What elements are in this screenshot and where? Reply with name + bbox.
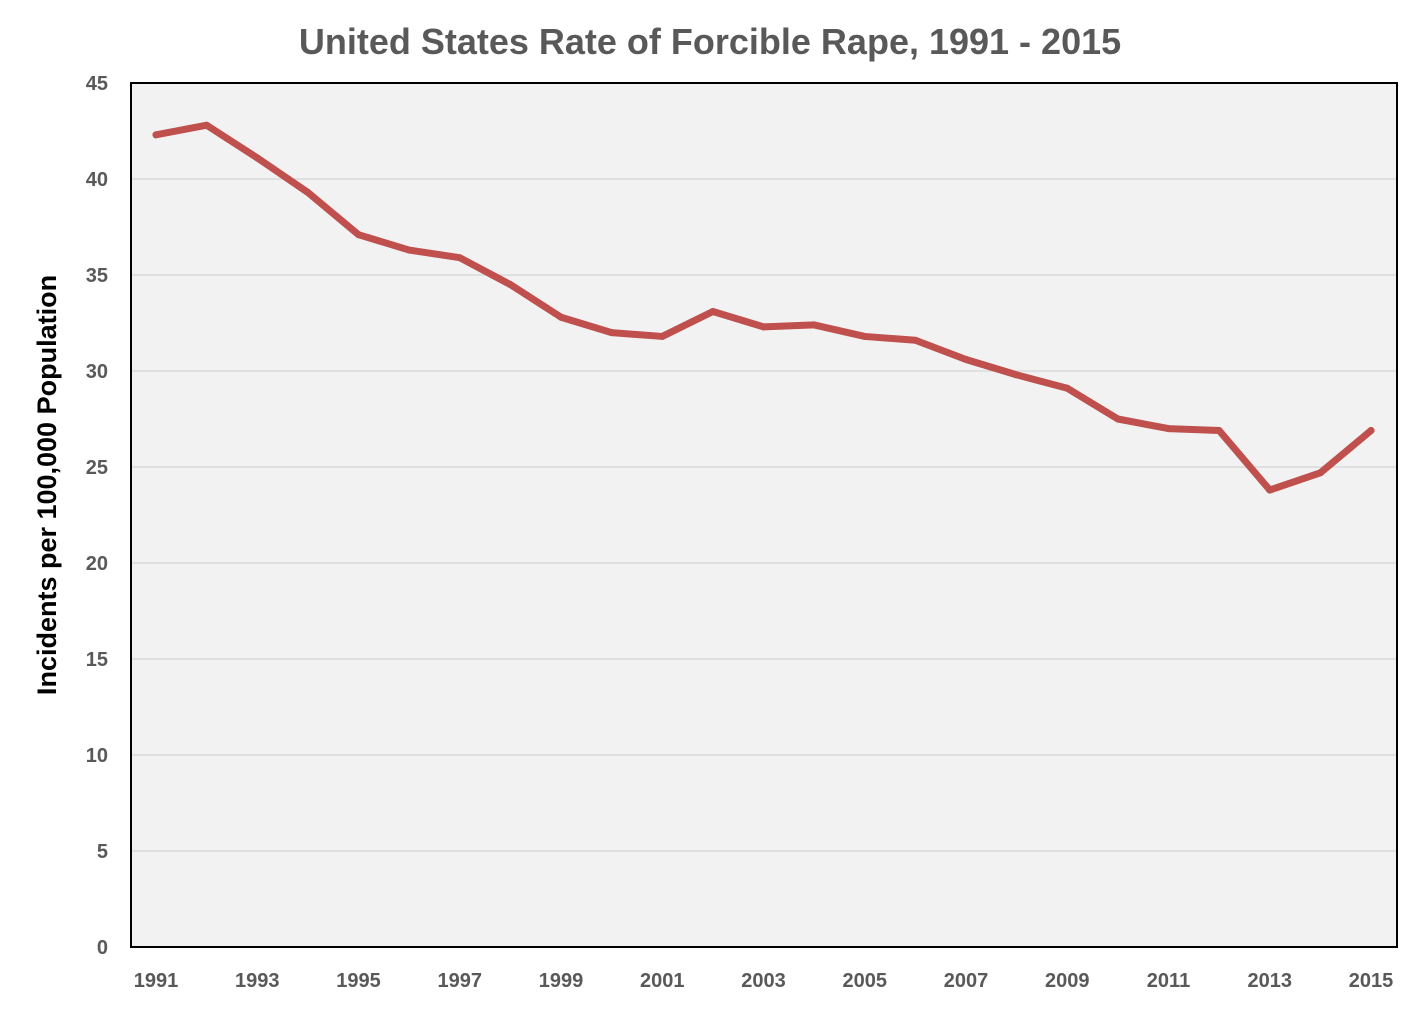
data-point bbox=[1114, 415, 1122, 423]
x-tick-label: 1997 bbox=[438, 970, 483, 992]
data-point bbox=[911, 336, 919, 344]
data-point bbox=[405, 246, 413, 254]
data-point bbox=[608, 329, 616, 337]
y-tick-label: 10 bbox=[86, 745, 108, 767]
data-point bbox=[506, 281, 514, 289]
x-tick-label: 2013 bbox=[1248, 970, 1293, 992]
data-point bbox=[355, 231, 362, 239]
data-point bbox=[557, 313, 565, 321]
data-point bbox=[1266, 486, 1274, 494]
data-point bbox=[760, 323, 767, 331]
data-point bbox=[456, 254, 464, 262]
data-point bbox=[1063, 384, 1071, 392]
y-tick-label: 35 bbox=[86, 265, 108, 287]
x-tick-label: 2015 bbox=[1349, 970, 1394, 992]
x-tick-label: 2003 bbox=[741, 970, 786, 992]
data-point bbox=[1013, 371, 1021, 379]
data-point bbox=[658, 332, 666, 340]
data-point bbox=[709, 307, 717, 315]
data-point bbox=[1367, 427, 1375, 435]
data-point bbox=[203, 121, 211, 129]
plot-area bbox=[131, 83, 1397, 947]
y-tick-label: 0 bbox=[97, 937, 108, 959]
plot-border bbox=[130, 82, 1398, 948]
data-point bbox=[962, 355, 970, 363]
data-point bbox=[1316, 469, 1324, 477]
x-tick-label: 2007 bbox=[944, 970, 989, 992]
y-tick-label: 20 bbox=[86, 553, 108, 575]
y-tick-label: 5 bbox=[97, 841, 108, 863]
y-tick-label: 40 bbox=[86, 169, 108, 191]
y-axis-label: Incidents per 100,000 Population bbox=[32, 275, 62, 695]
x-tick-label: 1995 bbox=[336, 970, 381, 992]
chart-title: United States Rate of Forcible Rape, 199… bbox=[299, 21, 1121, 62]
x-tick-label: 1993 bbox=[235, 970, 280, 992]
x-tick-label: 2009 bbox=[1045, 970, 1090, 992]
x-tick-label: 1991 bbox=[134, 970, 179, 992]
data-point bbox=[304, 188, 312, 196]
y-tick-label: 25 bbox=[86, 457, 108, 479]
data-point bbox=[152, 131, 160, 139]
y-axis-ticks: 0 5 10 15 20 25 30 35 40 45 bbox=[86, 73, 108, 959]
series-group bbox=[152, 121, 1375, 494]
x-tick-label: 2005 bbox=[843, 970, 888, 992]
data-point bbox=[861, 332, 869, 340]
x-tick-label: 2011 bbox=[1147, 970, 1190, 992]
data-point bbox=[1215, 427, 1223, 435]
x-axis-ticks: 1991 1993 1995 1997 1999 2001 2003 2005 2007 2009… bbox=[134, 970, 1394, 992]
x-tick-label: 1999 bbox=[539, 970, 584, 992]
data-point bbox=[253, 154, 261, 162]
gridlines bbox=[131, 178, 1397, 852]
y-tick-label: 15 bbox=[86, 649, 108, 671]
y-tick-label: 30 bbox=[86, 361, 108, 383]
y-tick-label: 45 bbox=[86, 73, 108, 95]
data-point bbox=[810, 321, 818, 329]
data-point bbox=[1165, 425, 1172, 433]
x-tick-label: 2001 bbox=[640, 970, 685, 992]
